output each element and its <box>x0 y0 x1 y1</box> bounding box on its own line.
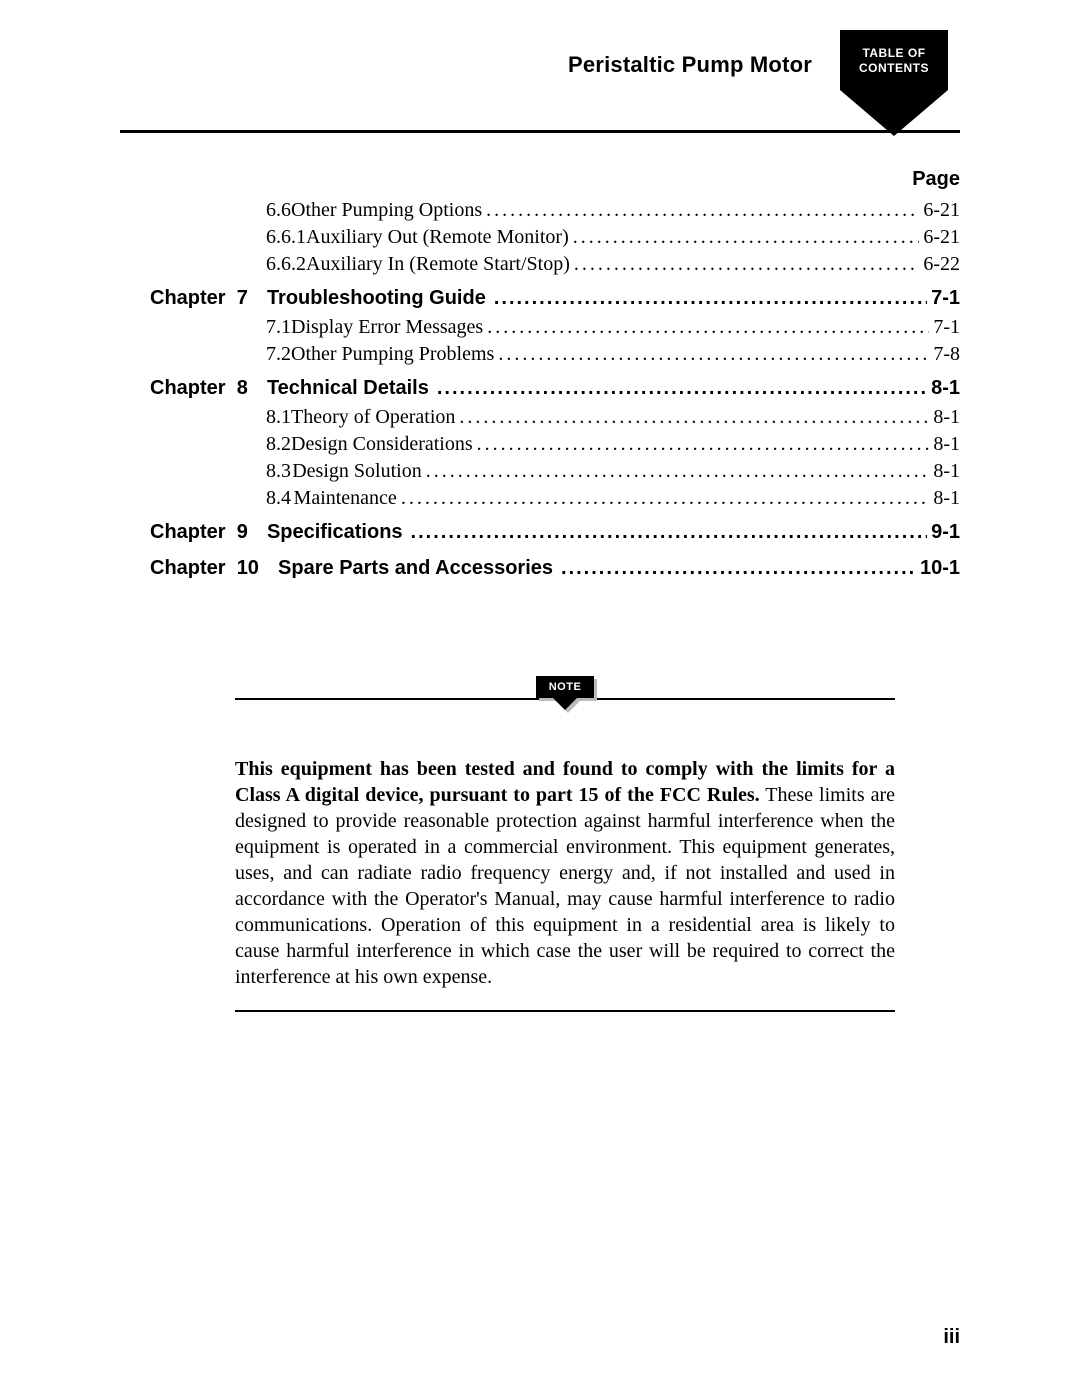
toc-dots <box>473 431 930 458</box>
toc-entry-title: Other Pumping Options <box>291 197 482 224</box>
toc-entry: 6.6.2Auxiliary In (Remote Start/Stop) 6-… <box>266 251 960 278</box>
toc-chapter-title: Technical Details <box>267 372 433 404</box>
toc-entry: 7.1Display Error Messages 7-1 <box>266 314 960 341</box>
header-title: Peristaltic Pump Motor <box>568 52 812 78</box>
toc-dots <box>397 485 930 512</box>
toc-dots <box>482 197 919 224</box>
toc-entry-title: Design Solution <box>292 458 421 485</box>
toc-chapter: Chapter 7 Troubleshooting Guide 7-1 <box>150 282 960 314</box>
toc-entry-page: 8-1 <box>929 404 960 431</box>
note-badge-triangle <box>553 698 577 710</box>
toc-entry-title: Auxiliary In (Remote Start/Stop) <box>306 251 570 278</box>
toc-dots <box>494 341 929 368</box>
toc-dots <box>422 458 930 485</box>
toc-chapter-prefix: Chapter <box>150 516 237 548</box>
note-badge-label: NOTE <box>536 676 594 698</box>
note-body: These limits are designed to provide rea… <box>235 784 895 988</box>
toc-entry: 6.6Other Pumping Options 6-21 <box>266 197 960 224</box>
toc-entry-page: 6-21 <box>919 197 960 224</box>
toc-chapter-page: 9-1 <box>927 516 960 548</box>
toc-dots <box>490 282 927 314</box>
toc-dots <box>570 251 919 278</box>
toc-entry-title: Display Error Messages <box>291 314 483 341</box>
toc-entry-num: 8.1 <box>266 404 291 431</box>
toc-chapter-num: 10 <box>237 552 278 584</box>
toc-entry-page: 8-1 <box>929 485 960 512</box>
toc-entry-title: Maintenance <box>294 485 397 512</box>
toc-chapter: Chapter 8 Technical Details 8-1 <box>150 372 960 404</box>
toc-dots <box>407 516 928 548</box>
note-bottom-rule <box>235 1010 895 1012</box>
document-page: Peristaltic Pump Motor TABLE OF CONTENTS… <box>0 0 1080 1397</box>
toc-badge: TABLE OF CONTENTS <box>840 30 960 140</box>
badge-line1: TABLE OF <box>862 46 925 60</box>
toc-entry-title: Other Pumping Problems <box>291 341 494 368</box>
toc-entry-page: 8-1 <box>929 431 960 458</box>
toc-chapter-page: 8-1 <box>927 372 960 404</box>
toc-dots <box>569 224 920 251</box>
toc-chapter-title: Specifications <box>267 516 407 548</box>
toc-entry: 8.4Maintenance 8-1 <box>266 485 960 512</box>
toc-chapter: Chapter 10 Spare Parts and Accessories 1… <box>150 552 960 584</box>
table-of-contents: Page 6.6Other Pumping Options 6-216.6.1A… <box>150 168 960 584</box>
toc-entry-title: Design Considerations <box>291 431 473 458</box>
toc-chapter: Chapter 9 Specifications 9-1 <box>150 516 960 548</box>
toc-entry: 8.3Design Solution 8-1 <box>266 458 960 485</box>
toc-entry-num: 8.3 <box>266 458 292 485</box>
page-number: iii <box>943 1326 960 1349</box>
note-block: NOTE This equipment has been tested and … <box>235 680 895 1012</box>
header-row: Peristaltic Pump Motor TABLE OF CONTENTS <box>120 30 960 140</box>
toc-chapter-title: Troubleshooting Guide <box>267 282 490 314</box>
toc-chapter-num: 7 <box>237 282 267 314</box>
toc-chapter-page: 10-1 <box>916 552 960 584</box>
toc-entry-num: 6.6.1 <box>266 224 306 251</box>
toc-dots <box>483 314 929 341</box>
toc-entry-num: 6.6 <box>266 197 291 224</box>
badge-main: TABLE OF CONTENTS <box>840 30 948 90</box>
toc-body: 6.6Other Pumping Options 6-216.6.1Auxili… <box>150 197 960 584</box>
toc-chapter-prefix: Chapter <box>150 552 237 584</box>
note-badge: NOTE <box>536 676 594 710</box>
note-header-bar: NOTE <box>235 680 895 716</box>
toc-entry-num: 7.2 <box>266 341 291 368</box>
toc-chapter-title: Spare Parts and Accessories <box>278 552 557 584</box>
toc-entry-page: 6-21 <box>919 224 960 251</box>
toc-chapter-num: 8 <box>237 372 267 404</box>
toc-chapter-prefix: Chapter <box>150 282 237 314</box>
toc-entry-page: 8-1 <box>929 458 960 485</box>
toc-entry: 8.1Theory of Operation 8-1 <box>266 404 960 431</box>
badge-line2: CONTENTS <box>859 61 929 75</box>
toc-entry: 8.2Design Considerations 8-1 <box>266 431 960 458</box>
toc-page-label: Page <box>150 168 960 191</box>
toc-entry-num: 8.2 <box>266 431 291 458</box>
toc-dots <box>433 372 927 404</box>
toc-dots <box>455 404 929 431</box>
toc-entry: 7.2Other Pumping Problems 7-8 <box>266 341 960 368</box>
toc-entry-page: 6-22 <box>919 251 960 278</box>
toc-entry-num: 8.4 <box>266 485 294 512</box>
toc-entry-title: Auxiliary Out (Remote Monitor) <box>306 224 569 251</box>
toc-chapter-page: 7-1 <box>927 282 960 314</box>
toc-entry-page: 7-1 <box>929 314 960 341</box>
toc-entry: 6.6.1Auxiliary Out (Remote Monitor) 6-21 <box>266 224 960 251</box>
toc-dots <box>557 552 916 584</box>
page-header: Peristaltic Pump Motor TABLE OF CONTENTS <box>0 30 1080 140</box>
toc-entry-title: Theory of Operation <box>291 404 455 431</box>
toc-entry-num: 7.1 <box>266 314 291 341</box>
header-rule <box>120 130 960 133</box>
note-text: This equipment has been tested and found… <box>235 756 895 990</box>
toc-entry-num: 6.6.2 <box>266 251 306 278</box>
toc-chapter-num: 9 <box>237 516 267 548</box>
toc-entry-page: 7-8 <box>929 341 960 368</box>
toc-chapter-prefix: Chapter <box>150 372 237 404</box>
